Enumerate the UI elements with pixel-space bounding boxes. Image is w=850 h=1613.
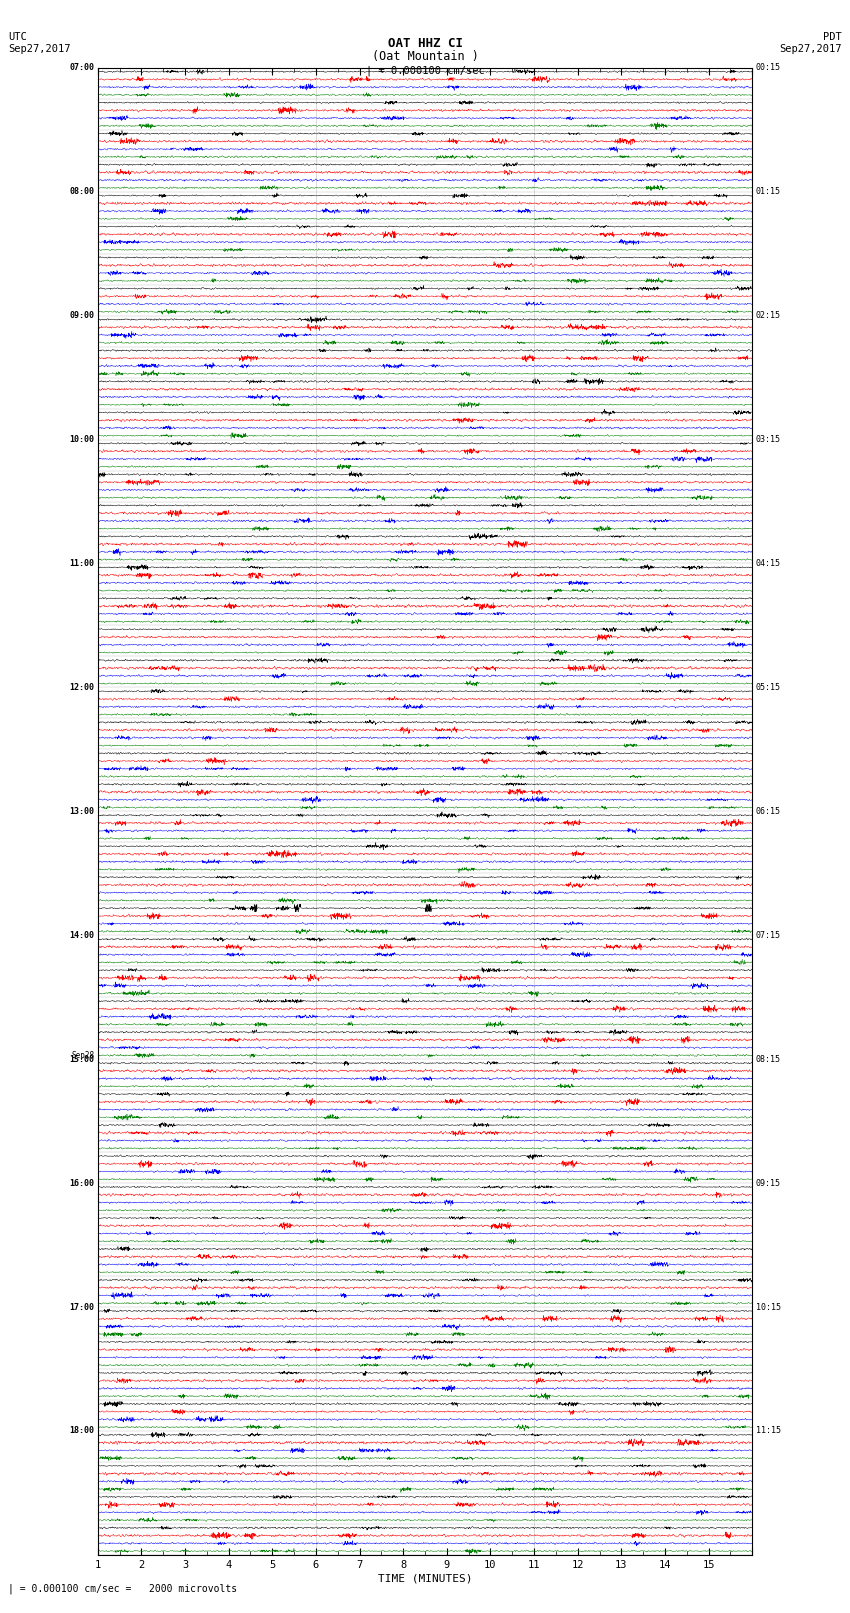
Text: 09:00: 09:00 [70,311,94,319]
Text: 13:00: 13:00 [70,806,94,816]
Text: 09:15: 09:15 [756,1179,780,1187]
Text: 00:15: 00:15 [756,63,780,73]
Text: 14:00: 14:00 [70,931,94,940]
Text: 07:00: 07:00 [70,63,94,73]
Text: | = 0.000100 cm/sec: | = 0.000100 cm/sec [366,65,484,76]
Text: Sep27,2017: Sep27,2017 [779,44,842,53]
Text: 15:00: 15:00 [70,1055,94,1063]
Text: 07:15: 07:15 [756,931,780,940]
Text: 10:15: 10:15 [756,1303,780,1311]
Text: 11:00: 11:00 [70,560,94,568]
Text: 10:00: 10:00 [70,436,94,444]
X-axis label: TIME (MINUTES): TIME (MINUTES) [377,1574,473,1584]
Text: 08:15: 08:15 [756,1055,780,1063]
Text: UTC: UTC [8,32,27,42]
Text: 08:00: 08:00 [70,187,94,197]
Text: 06:15: 06:15 [756,806,780,816]
Text: PDT: PDT [823,32,842,42]
Text: | = 0.000100 cm/sec =   2000 microvolts: | = 0.000100 cm/sec = 2000 microvolts [8,1582,238,1594]
Text: 01:15: 01:15 [756,187,780,197]
Text: 11:15: 11:15 [756,1426,780,1436]
Text: (Oat Mountain ): (Oat Mountain ) [371,50,479,63]
Text: Sep27,2017: Sep27,2017 [8,44,71,53]
Text: 02:15: 02:15 [756,311,780,319]
Text: 03:15: 03:15 [756,436,780,444]
Text: 18:00: 18:00 [70,1426,94,1436]
Text: 16:00: 16:00 [70,1179,94,1187]
Text: 04:15: 04:15 [756,560,780,568]
Text: Sep28: Sep28 [71,1050,94,1060]
Text: 17:00: 17:00 [70,1303,94,1311]
Text: 12:00: 12:00 [70,682,94,692]
Text: OAT HHZ CI: OAT HHZ CI [388,37,462,50]
Text: 05:15: 05:15 [756,682,780,692]
